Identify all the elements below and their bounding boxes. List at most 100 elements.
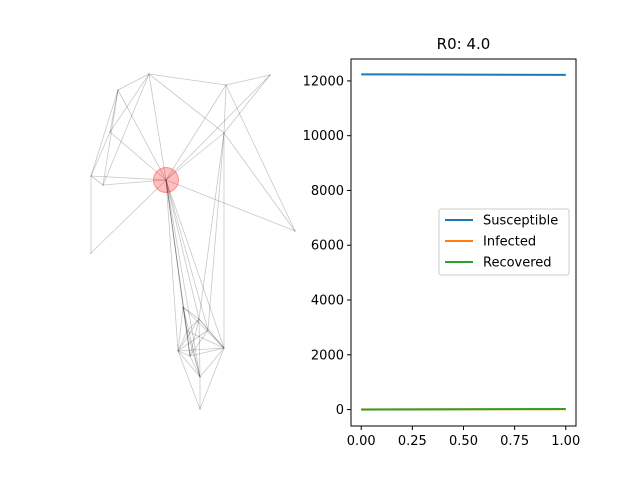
network-nodes	[90, 73, 296, 410]
network-edge	[186, 330, 201, 378]
network-edge	[186, 330, 225, 349]
network-edge	[207, 329, 225, 349]
network-edge	[177, 318, 200, 352]
network-edge	[90, 175, 104, 186]
y-tick-label: 10000	[303, 129, 344, 144]
legend-entry: Recovered	[483, 256, 552, 271]
network-edge	[165, 179, 225, 349]
network-edge	[165, 179, 201, 378]
network-node	[109, 131, 111, 133]
series-line-susceptible	[361, 73, 566, 76]
network-edge	[198, 318, 209, 331]
x-tick-label: 0.00	[347, 434, 376, 449]
network-edge	[199, 347, 225, 378]
network-edge	[90, 131, 111, 177]
network-edge	[90, 175, 167, 181]
network-node	[102, 184, 104, 186]
network-edge	[165, 74, 271, 181]
network-node	[186, 330, 188, 332]
chart-title: R0: 4.0	[437, 35, 491, 53]
network-edge	[182, 306, 188, 332]
network-node	[223, 132, 225, 134]
network-edge	[165, 84, 227, 181]
y-tick-label: 8000	[311, 184, 344, 199]
network-edge	[165, 179, 191, 357]
network-edge	[182, 306, 225, 349]
network-edges	[90, 73, 296, 410]
network-edge	[198, 318, 201, 378]
network-edge	[90, 89, 119, 177]
y-tick-label: 4000	[311, 294, 344, 309]
network-edge	[117, 73, 150, 91]
network-edge	[177, 350, 201, 378]
y-axis-ticks: 0 2000 4000 6000 8000 10000 12000	[303, 74, 351, 418]
network-edge	[189, 329, 209, 357]
network-node	[223, 347, 225, 349]
legend-box	[438, 208, 570, 276]
network-node	[199, 408, 201, 410]
network-graph	[90, 73, 296, 410]
line-chart: R0: 4.0 0.00 0.25 0.50 0.75 1.00 0 2000 4000 60…	[303, 35, 581, 449]
legend: Susceptible Infected Recovered	[438, 208, 570, 276]
network-edge	[186, 318, 200, 332]
y-tick-label: 6000	[311, 239, 344, 254]
network-node-infected	[153, 167, 179, 193]
network-node	[177, 350, 179, 352]
series-lines	[361, 73, 566, 411]
network-node	[117, 89, 119, 91]
network-edge	[189, 355, 201, 378]
network-node	[182, 306, 184, 308]
network-edge	[225, 84, 296, 232]
network-edge	[109, 89, 119, 133]
x-tick-label: 0.50	[449, 434, 478, 449]
network-edge	[148, 73, 167, 181]
network-edge	[207, 132, 225, 331]
legend-entry: Susceptible	[483, 214, 558, 229]
network-edge	[165, 179, 179, 352]
network-edge	[186, 330, 191, 357]
network-edge	[109, 131, 167, 181]
network-edge	[198, 132, 225, 320]
x-axis-ticks: 0.00 0.25 0.50 0.75 1.00	[347, 426, 580, 449]
network-edge	[177, 306, 184, 352]
network-edge	[165, 179, 296, 232]
x-tick-label: 0.75	[500, 434, 529, 449]
network-edge	[223, 132, 296, 232]
series-line-recovered	[361, 408, 566, 411]
y-tick-label: 12000	[303, 74, 344, 89]
network-node	[207, 329, 209, 331]
network-edge	[109, 73, 150, 133]
legend-entry: Infected	[483, 235, 536, 250]
y-tick-label: 0	[336, 403, 344, 418]
network-edge	[199, 347, 225, 410]
network-edge	[165, 179, 209, 331]
network-edge	[90, 179, 167, 254]
network-edge	[148, 73, 227, 86]
network-edge	[182, 306, 200, 320]
network-node	[90, 175, 92, 177]
network-edge	[177, 350, 201, 410]
network-edge	[165, 132, 225, 181]
network-edge	[223, 84, 227, 134]
y-tick-label: 2000	[311, 348, 344, 363]
network-edge	[177, 330, 188, 352]
network-edge	[117, 89, 167, 181]
network-node	[225, 84, 227, 86]
network-node	[90, 252, 92, 254]
network-edge	[189, 347, 225, 357]
network-edge	[223, 74, 271, 134]
network-edge	[148, 73, 225, 134]
network-edge	[102, 73, 150, 186]
x-tick-label: 0.25	[398, 434, 427, 449]
network-node	[199, 376, 201, 378]
network-edge	[102, 89, 119, 186]
network-node	[269, 74, 271, 76]
network-edge	[225, 74, 271, 86]
network-node	[148, 73, 150, 75]
network-edge	[177, 329, 209, 352]
x-tick-label: 1.00	[551, 434, 580, 449]
network-edge	[165, 179, 188, 332]
network-edge	[182, 306, 201, 378]
network-edge	[102, 179, 167, 186]
